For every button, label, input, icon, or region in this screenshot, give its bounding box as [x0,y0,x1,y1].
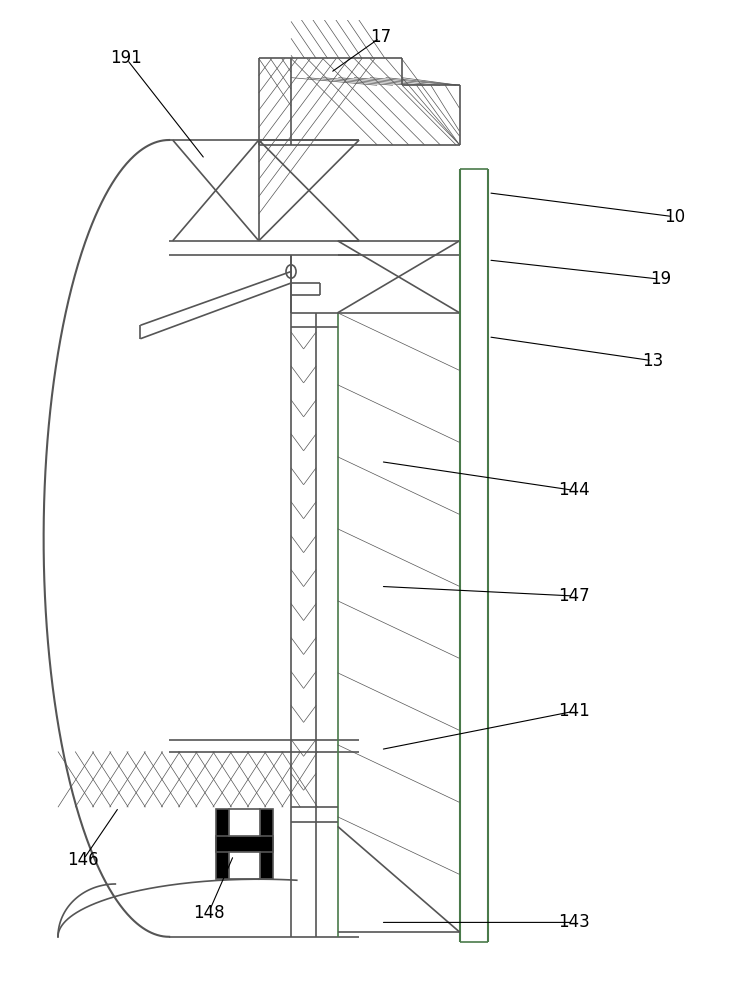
Bar [229,852,260,879]
Text: 19: 19 [650,270,671,288]
Text: 191: 191 [111,49,142,67]
Bar [216,836,273,852]
Text: 141: 141 [559,702,590,720]
Text: 143: 143 [559,913,590,931]
Text: 147: 147 [559,587,590,605]
Bar [216,809,229,879]
Text: 17: 17 [370,28,391,46]
Text: 10: 10 [664,208,685,226]
Text: 13: 13 [642,352,664,370]
Bar [229,809,260,836]
Bar [260,809,273,879]
Text: 148: 148 [193,904,224,922]
Text: 146: 146 [67,851,99,869]
Text: 144: 144 [559,481,590,499]
